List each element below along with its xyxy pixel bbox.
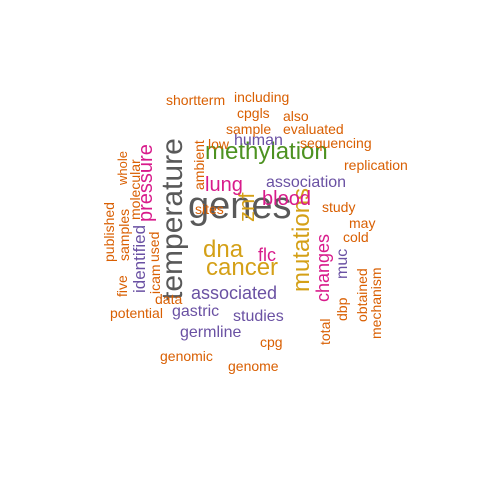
- word-may: may: [349, 214, 376, 231]
- word-cancer: cancer: [206, 254, 279, 282]
- word-study: study: [322, 198, 356, 215]
- word-flc: flc: [258, 245, 276, 266]
- word-dna: dna: [203, 236, 244, 264]
- word-cold: cold: [343, 228, 369, 245]
- word-sites: sites: [195, 200, 224, 217]
- word-icam: icam: [147, 264, 163, 294]
- word-also: also: [283, 107, 309, 124]
- word-cpgls: cpgls: [237, 104, 270, 121]
- word-shortterm: shortterm: [166, 91, 226, 108]
- word-gastric: gastric: [172, 302, 220, 320]
- word-dbp: dbp: [334, 297, 350, 321]
- word-genomic: genomic: [160, 347, 213, 364]
- word-used: used: [146, 231, 162, 262]
- word-muc: muc: [334, 248, 351, 279]
- word-cpg: cpg: [260, 333, 283, 350]
- word-including: including: [234, 88, 290, 105]
- word-germline: germline: [180, 323, 242, 341]
- word-low: low: [208, 135, 230, 152]
- word-genes: genes: [188, 184, 292, 227]
- word-mechanism: mechanism: [368, 267, 384, 339]
- word-lung: lung: [205, 173, 243, 196]
- word-association: association: [266, 173, 347, 191]
- word-samples: samples: [116, 208, 132, 261]
- word-obtained: obtained: [354, 268, 370, 322]
- word-blood: blood: [262, 187, 311, 210]
- word-sample: sample: [226, 120, 272, 137]
- word-data: data: [155, 290, 183, 307]
- word-five: five: [114, 275, 130, 297]
- word-human: human: [234, 131, 283, 149]
- word-changes: changes: [313, 233, 333, 302]
- word-replication: replication: [344, 156, 408, 173]
- word-sequencing: sequencing: [300, 134, 372, 151]
- word-studies: studies: [233, 307, 284, 325]
- word-potential: potential: [110, 304, 163, 321]
- word-total: total: [317, 318, 333, 345]
- word-ambient: ambient: [191, 140, 207, 190]
- word-published: published: [101, 202, 117, 262]
- word-evaluated: evaluated: [283, 120, 344, 137]
- word-genome: genome: [228, 357, 279, 374]
- word-methylation: methylation: [205, 138, 328, 166]
- word-znf: znf: [234, 192, 259, 222]
- word-associated: associated: [191, 283, 278, 304]
